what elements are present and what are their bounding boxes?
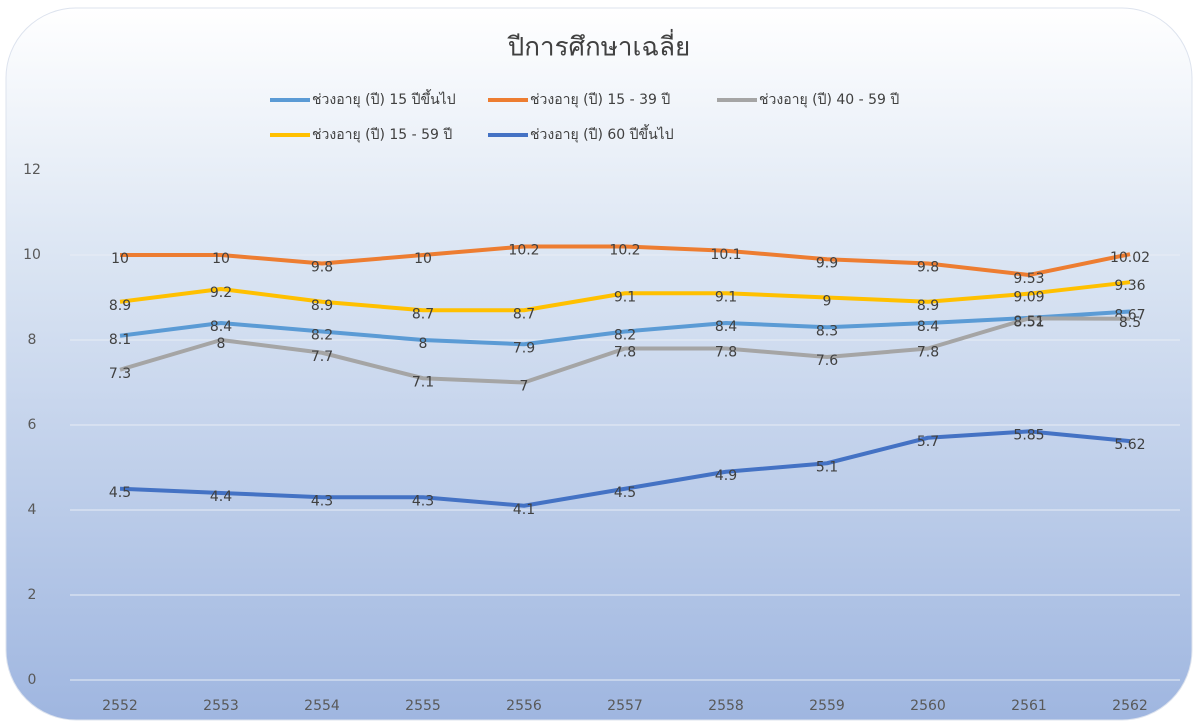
data-label: 9.1 xyxy=(715,289,737,305)
data-label: 9.1 xyxy=(614,289,636,305)
data-label: 10 xyxy=(111,251,129,267)
x-tick-label: 2558 xyxy=(708,698,744,714)
data-label: 4.9 xyxy=(715,468,737,484)
data-label: 9.2 xyxy=(210,285,232,301)
series-line xyxy=(119,309,1131,347)
data-label: 8.51 xyxy=(1013,314,1044,330)
data-label: 9.53 xyxy=(1013,271,1044,287)
data-label: 9.8 xyxy=(311,260,333,276)
chart-background xyxy=(5,7,1193,721)
y-tick-label: 0 xyxy=(28,672,37,688)
data-label: 10.2 xyxy=(508,243,539,259)
x-tick-label: 2553 xyxy=(203,698,239,714)
data-label: 8 xyxy=(419,336,428,352)
data-label: 4.3 xyxy=(412,493,434,509)
x-tick-label: 2556 xyxy=(506,698,542,714)
data-label: 7.8 xyxy=(715,345,737,361)
data-label: 8.2 xyxy=(311,328,333,344)
legend-label: ช่วงอายุ (ปี) 60 ปีขึ้นไป xyxy=(530,124,674,143)
data-label: 7.1 xyxy=(412,374,434,390)
data-label: 8.4 xyxy=(715,319,737,335)
data-label: 8.5 xyxy=(1119,315,1141,331)
series-line xyxy=(119,316,1131,385)
data-label: 8 xyxy=(217,336,226,352)
data-label: 8.2 xyxy=(614,328,636,344)
data-label: 10.02 xyxy=(1110,250,1150,266)
legend-label: ช่วงอายุ (ปี) 15 - 59 ปี xyxy=(312,127,452,143)
data-label: 7.3 xyxy=(109,366,131,382)
data-label: 8.4 xyxy=(210,319,232,335)
series-line xyxy=(119,280,1131,313)
data-label: 5.62 xyxy=(1114,437,1145,453)
data-label: 8.9 xyxy=(311,298,333,314)
data-label: 5.7 xyxy=(917,434,939,450)
legend-label: ช่วงอายุ (ปี) 40 - 59 ปี xyxy=(759,92,899,108)
y-tick-label: 10 xyxy=(23,247,41,263)
x-tick-label: 2560 xyxy=(910,698,946,714)
x-tick-label: 2554 xyxy=(304,698,340,714)
data-label: 7.6 xyxy=(816,353,838,369)
y-tick-label: 2 xyxy=(28,587,37,603)
data-label: 8.3 xyxy=(816,323,838,339)
y-tick-label: 12 xyxy=(23,162,41,178)
data-label: 9 xyxy=(823,294,832,310)
series-line xyxy=(120,244,1131,277)
data-label: 9.8 xyxy=(917,260,939,276)
series-line xyxy=(119,429,1131,508)
data-label: 10.2 xyxy=(609,243,640,259)
x-tick-label: 2559 xyxy=(809,698,845,714)
y-tick-label: 8 xyxy=(28,332,37,348)
legend-label: ช่วงอายุ (ปี) 15 - 39 ปี xyxy=(530,92,670,108)
data-label: 7 xyxy=(520,379,529,395)
data-label: 9.09 xyxy=(1013,290,1044,306)
data-label: 7.8 xyxy=(917,345,939,361)
x-tick-label: 2552 xyxy=(102,698,138,714)
data-label: 5.1 xyxy=(816,459,838,475)
data-label: 10.1 xyxy=(710,247,741,263)
x-tick-label: 2555 xyxy=(405,698,441,714)
data-label: 10 xyxy=(212,251,230,267)
data-label: 9.9 xyxy=(816,255,838,271)
data-label: 8.7 xyxy=(513,306,535,322)
data-label: 8.1 xyxy=(109,332,131,348)
data-label: 8.7 xyxy=(412,306,434,322)
data-label: 4.4 xyxy=(210,489,232,505)
x-tick-label: 2557 xyxy=(607,698,643,714)
data-label: 7.7 xyxy=(311,349,333,365)
data-label: 8.4 xyxy=(917,319,939,335)
x-tick-label: 2562 xyxy=(1112,698,1148,714)
y-tick-label: 4 xyxy=(28,502,37,518)
data-label: 4.5 xyxy=(109,485,131,501)
x-tick-label: 2561 xyxy=(1011,698,1047,714)
data-label: 7.9 xyxy=(513,340,535,356)
chart-title: ปีการศึกษาเฉลี่ย xyxy=(507,29,691,63)
data-label: 9.36 xyxy=(1114,278,1145,294)
data-label: 4.3 xyxy=(311,493,333,509)
data-label: 4.5 xyxy=(614,485,636,501)
data-label: 5.85 xyxy=(1013,427,1044,443)
data-label: 8.9 xyxy=(917,298,939,314)
data-label: 10 xyxy=(414,251,432,267)
data-label: 4.1 xyxy=(513,502,535,518)
y-tick-label: 6 xyxy=(28,417,37,433)
data-label: 8.9 xyxy=(109,298,131,314)
legend-label: ช่วงอายุ (ปี) 15 ปีขึ้นไป xyxy=(312,89,456,108)
data-label: 7.8 xyxy=(614,345,636,361)
